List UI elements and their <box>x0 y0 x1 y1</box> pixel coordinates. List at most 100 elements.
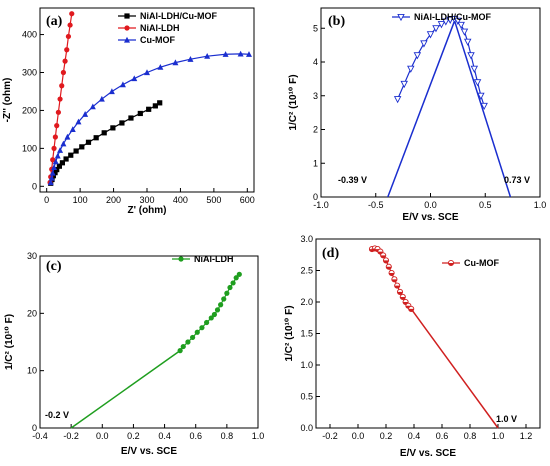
panel-a-data-point <box>69 11 75 17</box>
panel-a-data-point <box>73 148 79 154</box>
panel-a-data-point <box>137 110 143 117</box>
panel-c-data-point <box>214 307 221 313</box>
panel-a-data-point <box>52 170 58 176</box>
panel-a-data-point <box>152 103 158 109</box>
panel-c-xtick-label: 0.0 <box>96 431 109 441</box>
panel-a-data-point <box>128 115 134 121</box>
panel-a-data-point <box>60 69 67 76</box>
panel-b-data-point <box>442 18 450 26</box>
panel-a-xtick-label: 200 <box>106 195 121 205</box>
panel-d-xtick-label: 0.6 <box>436 431 449 441</box>
panel-a-data-point <box>49 169 56 176</box>
panel-a-letter: (a) <box>46 14 63 29</box>
panel-b-letter: (b) <box>328 14 345 29</box>
panel-a-xtick-label: 100 <box>73 195 88 205</box>
panel-a-data-point <box>54 152 61 159</box>
panel-b-data-point <box>480 102 488 111</box>
panel-d-xtick-label: 0.8 <box>464 431 477 441</box>
panel-c-annotation: -0.2 V <box>45 410 69 420</box>
panel-d-legend-label: Cu-MOF <box>464 258 499 268</box>
panel-a-data-point <box>67 22 73 28</box>
panel-c-frame <box>39 255 259 429</box>
panel-a-data-point <box>62 58 68 64</box>
panel-d-data-point <box>388 269 395 277</box>
panel-d-data-point <box>382 257 390 264</box>
panel-b-xtick-label: 1.0 <box>534 200 547 210</box>
panel-c-data-point <box>211 311 217 318</box>
panel-d-ytick-label: 3.0 <box>300 234 313 244</box>
panel-b-ytick-label: 5 <box>313 23 318 33</box>
panel-b-annotation: 0.73 V <box>504 175 530 185</box>
panel-d-data-point <box>394 282 401 289</box>
panel-a-legend-marker <box>124 36 130 43</box>
panel-b-fit-line <box>387 20 456 198</box>
panel-d-frame <box>315 238 541 429</box>
panel-a-data-point <box>157 63 164 70</box>
panel-a-data-point <box>60 140 67 147</box>
panel-d-ytick-label: 2.5 <box>300 266 313 276</box>
panel-c-ytick-label: 20 <box>27 308 37 318</box>
panel-a-data-point <box>59 160 66 166</box>
panel-b-data-point <box>467 52 475 60</box>
panel-b-ytick-label: 1 <box>313 158 318 168</box>
panel-a-data-point <box>64 47 70 53</box>
panel-a-y-axis-label: -Z'' (ohm) <box>2 78 13 123</box>
panel-a-data-point <box>119 120 125 126</box>
panel-b-data-point <box>393 96 402 104</box>
panel-b-xtick-label: -1.0 <box>313 200 329 210</box>
panel-c-xtick-label: 0.4 <box>158 431 171 441</box>
panel-d-xtick-label: 0.2 <box>380 431 393 441</box>
panel-b-data-point <box>432 25 440 33</box>
panel-c-data-point <box>227 284 233 291</box>
panel-c-data-point <box>190 334 196 341</box>
panel-a-data-point <box>51 145 57 151</box>
panel-a-data-point <box>82 111 89 117</box>
panel-b-data-point <box>420 40 428 48</box>
panel-c-data-point <box>199 325 205 331</box>
panel-b-data-point <box>454 17 462 26</box>
panel-d-xtick-label: 1.2 <box>520 431 533 441</box>
panel-a-ytick-label: 100 <box>22 143 37 153</box>
panel-a-data-point <box>101 130 107 136</box>
panel-c-data-point <box>208 315 214 321</box>
panel-a-legend-label: NiAl-LDH <box>140 23 180 33</box>
panel-d-data-point <box>408 305 415 312</box>
panel-d-xtick-label: 0.0 <box>352 431 365 441</box>
panel-a-data-point <box>50 157 56 163</box>
panel-d-ytick-label: 2.0 <box>300 297 313 307</box>
panel-c-data-point <box>180 343 186 350</box>
panel-b-ytick-label: 4 <box>313 57 318 67</box>
panel-a-data-point <box>187 56 194 62</box>
panel-a-data-point <box>56 163 62 169</box>
panel-a-xtick-label: 600 <box>240 195 255 205</box>
panel-c-x-axis-label: E/V vs. SCE <box>121 446 177 457</box>
panel-c-xtick-label: -0.2 <box>63 431 79 441</box>
panel-a-data-point <box>52 158 59 165</box>
panel-c-data-point <box>185 339 191 345</box>
panel-c-legend-label: NiAl-LDH <box>194 254 234 264</box>
panel-a-data-point <box>157 100 163 106</box>
panel-b-annotation: -0.39 V <box>338 175 367 185</box>
panel-c-data-point <box>233 275 239 281</box>
panel-d-ytick-label: 0.0 <box>300 423 313 433</box>
panel-d-xtick-label: -0.2 <box>322 431 338 441</box>
panel-b-data-point <box>457 21 465 30</box>
panel-c-letter: (c) <box>46 259 62 274</box>
panel-c-data-point <box>221 296 227 302</box>
panel-d-data-point <box>396 288 404 295</box>
panel-d-data-point <box>385 263 392 270</box>
panel-c-data-point <box>230 280 236 286</box>
panel-b-legend-marker <box>397 13 405 22</box>
panel-d-y-axis-label: 1/C² (10¹⁰ F) <box>284 305 295 361</box>
panel-a-data-point <box>131 75 138 82</box>
panel-a-xtick-label: 500 <box>206 195 221 205</box>
panel-b-y-axis-label: 1/C² (10¹⁰ F) <box>288 74 299 130</box>
panel-a-data-point <box>68 152 74 158</box>
panel-d-letter: (d) <box>322 246 339 261</box>
panel-a-data-point <box>119 81 126 88</box>
panel-b-ytick-label: 2 <box>313 125 318 135</box>
panel-a-legend-label: Cu-MOF <box>140 35 175 45</box>
panel-a-data-point <box>48 174 55 181</box>
panel-c-data-point <box>218 302 224 308</box>
